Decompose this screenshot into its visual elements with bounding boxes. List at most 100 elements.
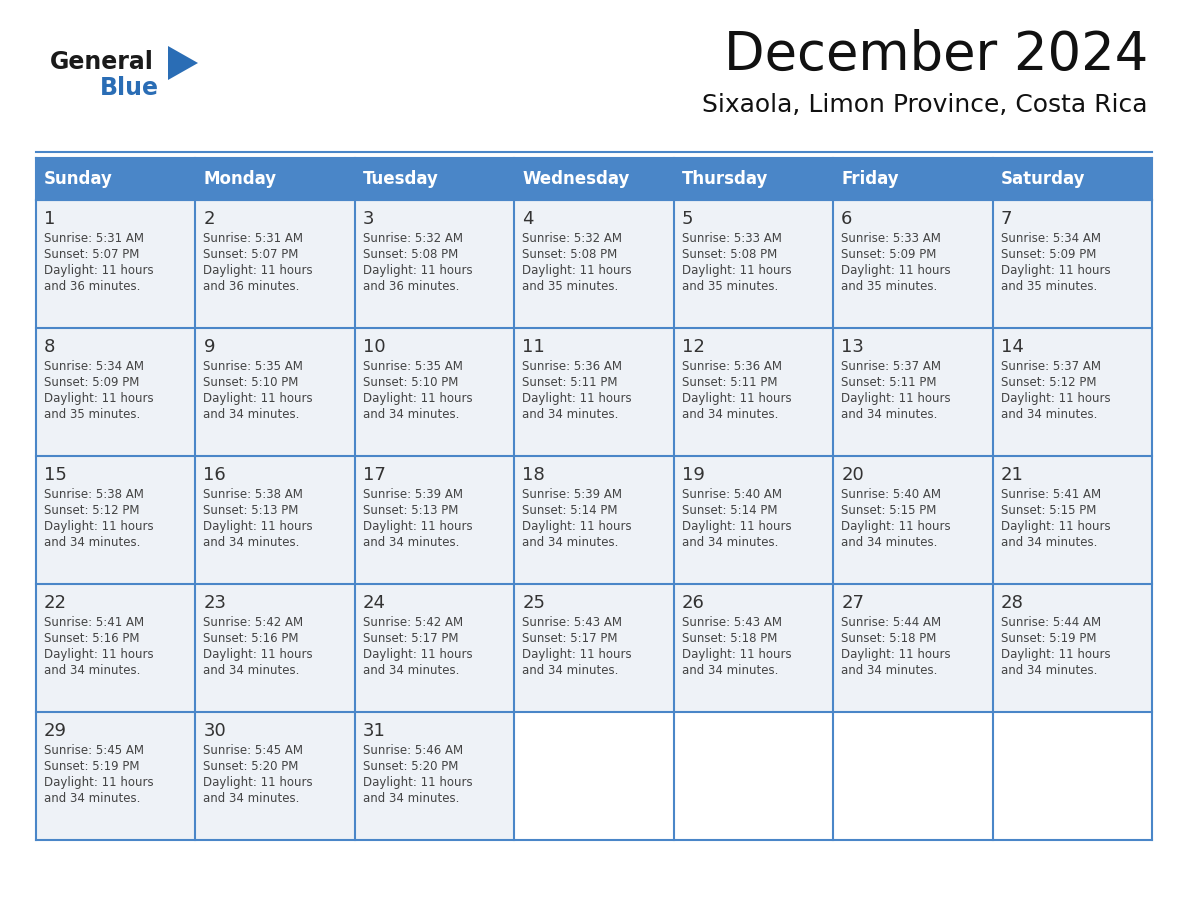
Text: Daylight: 11 hours: Daylight: 11 hours <box>362 776 473 789</box>
Text: Daylight: 11 hours: Daylight: 11 hours <box>523 392 632 405</box>
Text: Sunset: 5:09 PM: Sunset: 5:09 PM <box>1000 248 1097 261</box>
Text: 17: 17 <box>362 466 386 484</box>
Text: 9: 9 <box>203 338 215 356</box>
Text: Blue: Blue <box>100 76 159 100</box>
Text: Sunrise: 5:35 AM: Sunrise: 5:35 AM <box>362 360 463 373</box>
Text: Sunset: 5:16 PM: Sunset: 5:16 PM <box>44 632 139 645</box>
Text: Sunrise: 5:39 AM: Sunrise: 5:39 AM <box>523 488 623 501</box>
Text: Daylight: 11 hours: Daylight: 11 hours <box>362 520 473 533</box>
Text: Sunset: 5:19 PM: Sunset: 5:19 PM <box>1000 632 1097 645</box>
Text: and 34 minutes.: and 34 minutes. <box>523 664 619 677</box>
Text: Sunrise: 5:43 AM: Sunrise: 5:43 AM <box>682 616 782 629</box>
Bar <box>36 712 196 840</box>
Bar <box>355 456 514 584</box>
Text: and 34 minutes.: and 34 minutes. <box>44 792 140 805</box>
Text: Sunset: 5:18 PM: Sunset: 5:18 PM <box>682 632 777 645</box>
Text: and 34 minutes.: and 34 minutes. <box>203 536 299 549</box>
Text: Daylight: 11 hours: Daylight: 11 hours <box>362 264 473 277</box>
Text: Sunset: 5:07 PM: Sunset: 5:07 PM <box>203 248 299 261</box>
Bar <box>833 200 992 328</box>
Bar <box>355 328 514 456</box>
Text: Sunrise: 5:31 AM: Sunrise: 5:31 AM <box>203 232 303 245</box>
Text: and 35 minutes.: and 35 minutes. <box>44 408 140 421</box>
Bar <box>196 200 355 328</box>
Text: Sunset: 5:20 PM: Sunset: 5:20 PM <box>203 760 299 773</box>
Text: and 34 minutes.: and 34 minutes. <box>1000 408 1097 421</box>
Bar <box>355 712 514 840</box>
Text: Sunset: 5:14 PM: Sunset: 5:14 PM <box>523 504 618 517</box>
Text: Daylight: 11 hours: Daylight: 11 hours <box>682 264 791 277</box>
Text: Sunset: 5:10 PM: Sunset: 5:10 PM <box>362 376 459 389</box>
Text: Sunrise: 5:39 AM: Sunrise: 5:39 AM <box>362 488 463 501</box>
Text: Sunrise: 5:44 AM: Sunrise: 5:44 AM <box>1000 616 1101 629</box>
Bar <box>674 584 833 712</box>
Text: Tuesday: Tuesday <box>362 170 438 188</box>
Text: 11: 11 <box>523 338 545 356</box>
Text: and 34 minutes.: and 34 minutes. <box>841 536 937 549</box>
Text: Wednesday: Wednesday <box>523 170 630 188</box>
Text: December 2024: December 2024 <box>723 29 1148 81</box>
Text: and 34 minutes.: and 34 minutes. <box>362 536 460 549</box>
Text: 31: 31 <box>362 722 386 740</box>
Text: Daylight: 11 hours: Daylight: 11 hours <box>841 392 950 405</box>
Text: Sunset: 5:11 PM: Sunset: 5:11 PM <box>523 376 618 389</box>
Bar <box>833 456 992 584</box>
Text: Sunset: 5:09 PM: Sunset: 5:09 PM <box>44 376 139 389</box>
Bar <box>674 456 833 584</box>
Text: and 34 minutes.: and 34 minutes. <box>682 664 778 677</box>
Text: and 34 minutes.: and 34 minutes. <box>362 408 460 421</box>
Text: Sunrise: 5:31 AM: Sunrise: 5:31 AM <box>44 232 144 245</box>
Text: 16: 16 <box>203 466 226 484</box>
Text: Daylight: 11 hours: Daylight: 11 hours <box>841 648 950 661</box>
Bar <box>36 200 196 328</box>
Bar <box>196 158 355 200</box>
Text: Sunrise: 5:36 AM: Sunrise: 5:36 AM <box>682 360 782 373</box>
Text: Daylight: 11 hours: Daylight: 11 hours <box>203 520 314 533</box>
Text: Sunset: 5:10 PM: Sunset: 5:10 PM <box>203 376 299 389</box>
Text: Sunset: 5:13 PM: Sunset: 5:13 PM <box>203 504 299 517</box>
Text: Daylight: 11 hours: Daylight: 11 hours <box>1000 648 1111 661</box>
Text: 29: 29 <box>44 722 67 740</box>
Bar <box>992 158 1152 200</box>
Text: Daylight: 11 hours: Daylight: 11 hours <box>523 520 632 533</box>
Text: Sunrise: 5:45 AM: Sunrise: 5:45 AM <box>203 744 303 757</box>
Text: Sunrise: 5:34 AM: Sunrise: 5:34 AM <box>44 360 144 373</box>
Text: Sunset: 5:07 PM: Sunset: 5:07 PM <box>44 248 139 261</box>
Text: Sunrise: 5:33 AM: Sunrise: 5:33 AM <box>841 232 941 245</box>
Text: and 34 minutes.: and 34 minutes. <box>1000 664 1097 677</box>
Bar <box>196 712 355 840</box>
Bar <box>196 584 355 712</box>
Text: 7: 7 <box>1000 210 1012 228</box>
Text: Friday: Friday <box>841 170 899 188</box>
Bar <box>833 584 992 712</box>
Text: Sunrise: 5:38 AM: Sunrise: 5:38 AM <box>203 488 303 501</box>
Bar <box>992 584 1152 712</box>
Text: 1: 1 <box>44 210 56 228</box>
Bar <box>514 456 674 584</box>
Text: Sunset: 5:16 PM: Sunset: 5:16 PM <box>203 632 299 645</box>
Text: 12: 12 <box>682 338 704 356</box>
Text: Sunrise: 5:41 AM: Sunrise: 5:41 AM <box>1000 488 1101 501</box>
Text: Daylight: 11 hours: Daylight: 11 hours <box>682 520 791 533</box>
Text: and 35 minutes.: and 35 minutes. <box>523 280 619 293</box>
Bar <box>514 158 674 200</box>
Text: Daylight: 11 hours: Daylight: 11 hours <box>523 648 632 661</box>
Bar <box>36 328 196 456</box>
Text: Sunset: 5:19 PM: Sunset: 5:19 PM <box>44 760 139 773</box>
Text: 13: 13 <box>841 338 864 356</box>
Text: Daylight: 11 hours: Daylight: 11 hours <box>44 648 153 661</box>
Text: Sunrise: 5:40 AM: Sunrise: 5:40 AM <box>841 488 941 501</box>
Text: Sunrise: 5:38 AM: Sunrise: 5:38 AM <box>44 488 144 501</box>
Text: Daylight: 11 hours: Daylight: 11 hours <box>362 392 473 405</box>
Text: Sunset: 5:13 PM: Sunset: 5:13 PM <box>362 504 459 517</box>
Text: and 36 minutes.: and 36 minutes. <box>44 280 140 293</box>
Bar <box>355 200 514 328</box>
Text: Daylight: 11 hours: Daylight: 11 hours <box>44 776 153 789</box>
Text: 22: 22 <box>44 594 67 612</box>
Text: 21: 21 <box>1000 466 1023 484</box>
Text: and 34 minutes.: and 34 minutes. <box>203 408 299 421</box>
Text: 18: 18 <box>523 466 545 484</box>
Text: Sunrise: 5:37 AM: Sunrise: 5:37 AM <box>1000 360 1100 373</box>
Bar <box>36 456 196 584</box>
Text: Sunset: 5:08 PM: Sunset: 5:08 PM <box>362 248 459 261</box>
